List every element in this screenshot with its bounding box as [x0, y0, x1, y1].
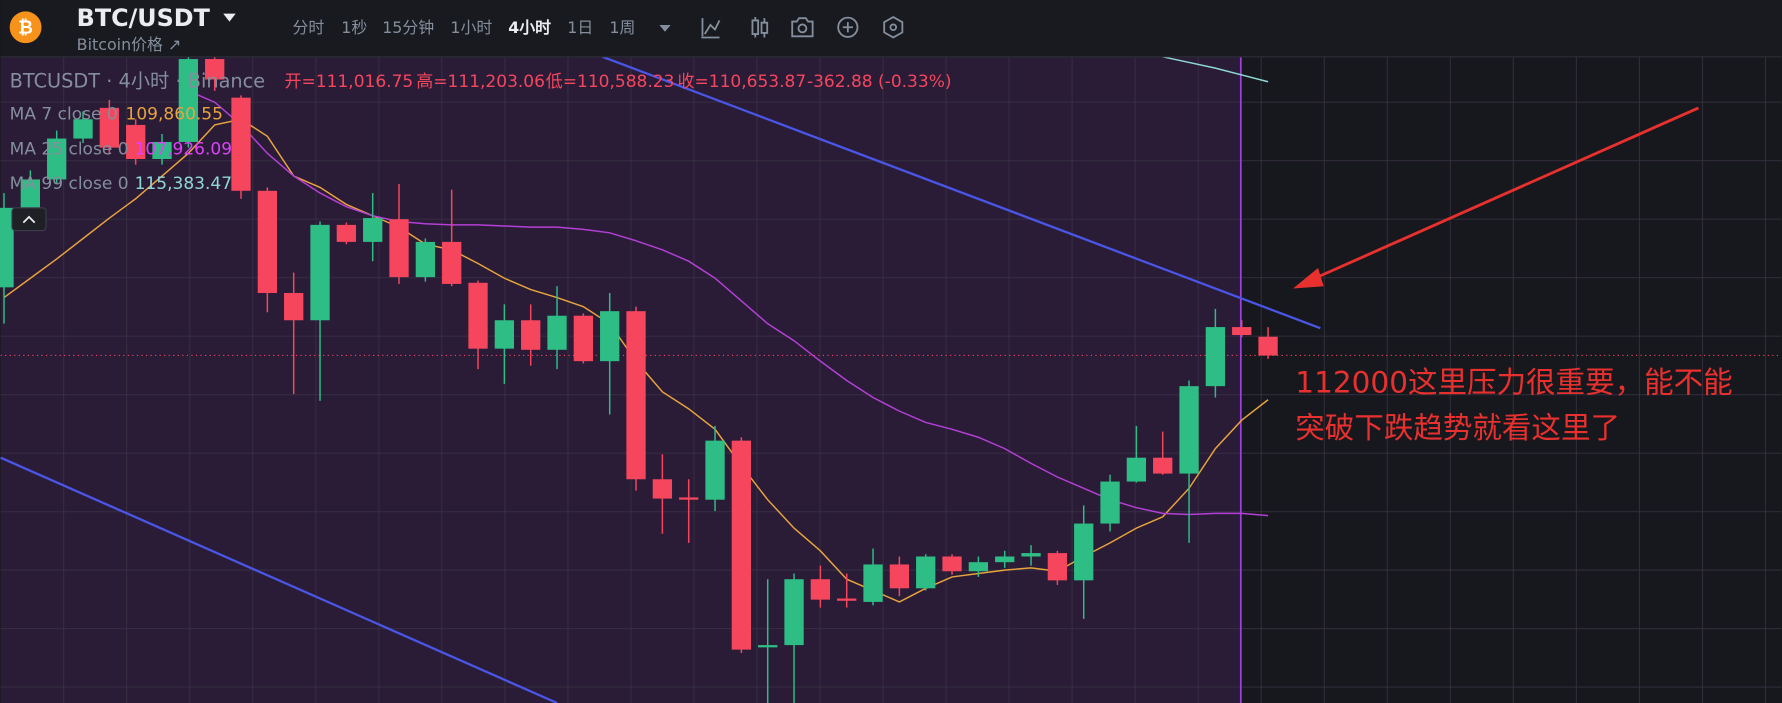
candle-body [468, 282, 488, 349]
interval-button[interactable]: 4小时 [508, 18, 551, 37]
interval-button[interactable]: 1小时 [450, 18, 492, 37]
legend-title: BTCUSDT · 4小时 · Binance [10, 69, 265, 92]
selected-range [0, 56, 1241, 703]
candle-body [705, 440, 725, 500]
trend-line [0, 456, 558, 703]
candle-body [20, 179, 41, 208]
candle-body [389, 219, 409, 278]
candle-body [1074, 523, 1094, 581]
candle-body [995, 556, 1015, 563]
settings-icon[interactable] [883, 15, 904, 39]
arrow-shaft [1311, 106, 1700, 281]
more-intervals[interactable] [659, 24, 671, 32]
symbol-dropdown[interactable] [223, 13, 236, 22]
candle-body [178, 59, 199, 142]
candle-body [1126, 457, 1147, 482]
collapse-icon [22, 215, 36, 224]
candle-body [442, 241, 462, 284]
trend-line [602, 55, 1321, 330]
candle-body [257, 190, 278, 294]
collapse-button[interactable] [11, 207, 47, 232]
candle-body [99, 107, 120, 148]
candle-body [573, 315, 594, 362]
candle-body [205, 59, 225, 80]
legend-low: 低=110,588.23 [546, 72, 675, 92]
candle-body [1232, 327, 1252, 336]
candle-body [363, 218, 383, 242]
coin-glyph: ₿ [18, 17, 33, 38]
candle-body [600, 311, 620, 362]
candle-body [968, 562, 989, 572]
interval-button[interactable]: 15分钟 [382, 18, 434, 37]
candle-body [810, 579, 831, 600]
add-icon[interactable] [837, 16, 859, 38]
subtitle[interactable]: Bitcoin价格 ↗ [77, 35, 182, 54]
annotation: 112000这里压力很重要，能不能 [1295, 365, 1732, 399]
candle-body [942, 556, 962, 572]
candle-body [1153, 457, 1173, 474]
candle-body [521, 320, 541, 350]
candle-body [652, 479, 673, 499]
candle-body [916, 556, 936, 589]
ma-legend-value: 107,926.09 [135, 139, 232, 159]
candle-body [1100, 481, 1120, 524]
candle-body [1179, 386, 1199, 474]
legend-high: 高=111,203.06 [416, 72, 545, 92]
candle-body [547, 315, 567, 350]
ma-legend-value: 115,383.47 [135, 174, 232, 194]
candle-body [415, 241, 436, 278]
ma-legend-name: MA 7 close 0 [10, 105, 118, 125]
interval-button[interactable]: 1周 [609, 18, 635, 37]
ma-line [1162, 56, 1269, 83]
ma-line [188, 90, 1269, 517]
ma-legend-name: MA 99 close 0 [10, 174, 129, 194]
candle-body [231, 97, 251, 191]
symbol[interactable]: BTC/USDT [77, 4, 211, 32]
candle-body [837, 598, 857, 601]
candle-body [284, 293, 304, 321]
legend-change: -362.88 (-0.33%) [807, 72, 952, 92]
candle-body [494, 320, 515, 349]
ma-legend-name: MA 25 close 0 [10, 139, 129, 159]
settings-dot [889, 23, 898, 32]
legend-close: 收=110,653.87 [677, 72, 806, 92]
interval-button[interactable]: 分时 [292, 18, 324, 37]
interval-button[interactable]: 1日 [567, 18, 593, 37]
candle-body [1047, 553, 1068, 581]
screenshot-icon[interactable] [791, 17, 814, 38]
candle-body [889, 564, 910, 589]
candle-type-icon[interactable] [751, 17, 769, 38]
candle-body [336, 224, 357, 242]
annotation: 突破下跌趋势就看这里了 [1295, 411, 1620, 445]
candle-body [126, 124, 146, 159]
interval-button[interactable]: 1秒 [341, 18, 367, 37]
candle-body [1205, 327, 1226, 387]
screenshot-lens [797, 23, 808, 34]
ma-legend-value: 109,860.55 [126, 105, 223, 125]
candle-body [1021, 553, 1041, 557]
candle-body [152, 141, 172, 159]
candle-body [0, 207, 14, 288]
coin-icon [9, 11, 42, 44]
legend-open: 开=111,016.75 [285, 72, 414, 92]
candle-body [310, 224, 330, 321]
arrow-head [1293, 268, 1324, 289]
candle-body [73, 119, 93, 139]
candle-body [863, 564, 883, 602]
candle-body [1258, 336, 1278, 356]
candle-body [784, 579, 804, 646]
candle-body [47, 138, 67, 180]
candle-body [626, 311, 646, 480]
add-cross [842, 22, 853, 33]
candle-body [731, 440, 752, 650]
candle-body [679, 497, 699, 500]
candle-body [758, 645, 778, 648]
indicator-icon[interactable] [701, 18, 721, 39]
